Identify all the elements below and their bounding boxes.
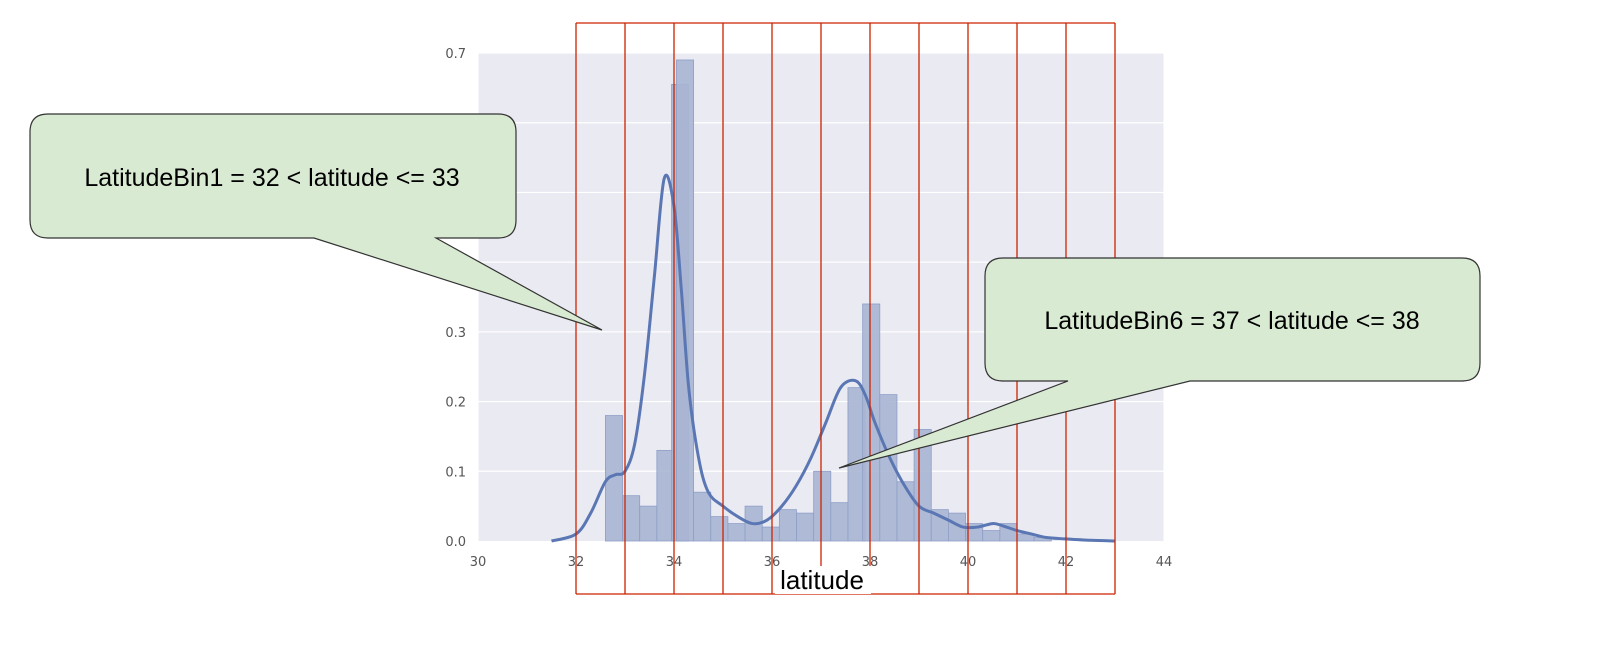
callout-bin1-text: LatitudeBin1 = 32 < latitude <= 33	[84, 164, 459, 192]
histogram-bar	[605, 415, 623, 542]
x-axis-label-background	[775, 566, 871, 594]
x-tick-label: 44	[1156, 555, 1173, 570]
y-tick-label: 0.1	[445, 465, 466, 480]
callout-bin6-bubble	[838, 257, 1481, 469]
histogram-bar	[796, 512, 815, 542]
histogram-bar	[879, 394, 898, 542]
callout-bin6-text: LatitudeBin6 = 37 < latitude <= 38	[1044, 307, 1419, 335]
histogram-bar	[639, 505, 658, 542]
y-tick-label: 0.3	[445, 326, 466, 341]
histogram-bar	[761, 526, 780, 542]
y-tick-label: 0.7	[445, 47, 466, 62]
y-tick-label: 0.2	[445, 396, 466, 411]
kde-curve	[551, 173, 1116, 543]
x-tick-label: 30	[470, 555, 487, 570]
histogram-bar	[830, 502, 849, 542]
histogram-bar	[896, 481, 915, 542]
y-tick-labels: 0.0 0.1 0.2 0.3 0.7	[445, 47, 466, 550]
histogram-bar	[778, 509, 797, 542]
callout-bin1: LatitudeBin1 = 32 < latitude <= 33	[29, 113, 603, 331]
histogram-bar	[693, 491, 712, 542]
histogram-bar	[813, 470, 832, 542]
histogram-bar	[727, 523, 746, 542]
callout-bin1-bubble	[29, 113, 603, 331]
histogram-bars	[605, 59, 1052, 542]
histogram-bar	[710, 516, 729, 542]
histogram-bar	[982, 530, 1001, 542]
callout-bin6: LatitudeBin6 = 37 < latitude <= 38	[838, 257, 1481, 469]
histogram-bar	[676, 59, 695, 542]
histogram-bar	[862, 303, 881, 542]
x-axis-label: latitude	[780, 565, 864, 595]
y-tick-label: 0.0	[445, 535, 466, 550]
